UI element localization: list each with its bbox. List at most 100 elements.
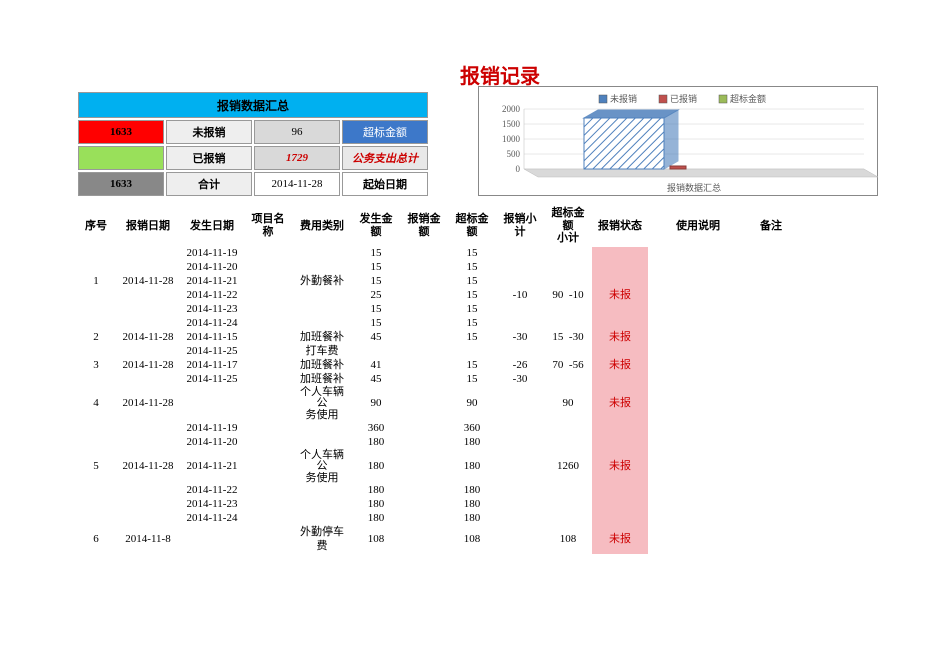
cell-15-3 <box>244 498 292 512</box>
cell-9-6 <box>400 373 448 387</box>
cell-12-2: 2014-11-20 <box>180 436 244 450</box>
summary-cell-2-2: 2014-11-28 <box>254 172 340 196</box>
cell-8-9: 70 -56 <box>544 359 592 373</box>
cell-10-11 <box>648 387 748 422</box>
cell-2-11 <box>648 275 748 289</box>
cell-6-7: 15 <box>448 331 496 345</box>
cell-2-6 <box>400 275 448 289</box>
col-header-2: 发生日期 <box>180 205 244 247</box>
cell-12-9 <box>544 436 592 450</box>
svg-text:超标金额: 超标金额 <box>730 93 766 104</box>
cell-2-12 <box>748 275 794 289</box>
cell-8-10: 未报 <box>592 359 648 373</box>
cell-0-8 <box>496 247 544 261</box>
cell-14-4 <box>292 484 352 498</box>
cell-11-2: 2014-11-19 <box>180 422 244 436</box>
cell-11-7: 360 <box>448 422 496 436</box>
svg-text:0: 0 <box>516 164 521 174</box>
cell-6-9: 15 -30 <box>544 331 592 345</box>
cell-0-6 <box>400 247 448 261</box>
cell-5-0 <box>76 317 116 331</box>
cell-15-9 <box>544 498 592 512</box>
cell-14-10 <box>592 484 648 498</box>
cell-16-6 <box>400 512 448 526</box>
cell-17-2 <box>180 526 244 554</box>
cell-4-4 <box>292 303 352 317</box>
cell-5-2: 2014-11-24 <box>180 317 244 331</box>
cell-13-3 <box>244 450 292 485</box>
cell-0-4 <box>292 247 352 261</box>
cell-5-5: 15 <box>352 317 400 331</box>
cell-15-10 <box>592 498 648 512</box>
cell-4-10 <box>592 303 648 317</box>
cell-11-3 <box>244 422 292 436</box>
cell-5-4 <box>292 317 352 331</box>
cell-7-5 <box>352 345 400 359</box>
cell-3-3 <box>244 289 292 303</box>
cell-15-12 <box>748 498 794 512</box>
cell-10-9: 90 <box>544 387 592 422</box>
cell-17-12 <box>748 526 794 554</box>
svg-text:1500: 1500 <box>502 119 521 129</box>
cell-9-9 <box>544 373 592 387</box>
cell-14-2: 2014-11-22 <box>180 484 244 498</box>
cell-7-6 <box>400 345 448 359</box>
cell-17-1: 2014-11-8 <box>116 526 180 554</box>
cell-5-12 <box>748 317 794 331</box>
summary-cell-0-2: 96 <box>254 120 340 144</box>
cell-14-11 <box>648 484 748 498</box>
cell-13-7: 180 <box>448 450 496 485</box>
cell-10-10: 未报 <box>592 387 648 422</box>
cell-14-8 <box>496 484 544 498</box>
cell-4-8 <box>496 303 544 317</box>
cell-16-3 <box>244 512 292 526</box>
svg-text:未报销: 未报销 <box>610 93 637 104</box>
cell-6-10: 未报 <box>592 331 648 345</box>
cell-2-4: 外勤餐补 <box>292 275 352 289</box>
cell-10-6 <box>400 387 448 422</box>
cell-16-12 <box>748 512 794 526</box>
cell-13-6 <box>400 450 448 485</box>
cell-1-11 <box>648 261 748 275</box>
cell-3-7: 15 <box>448 289 496 303</box>
cell-9-11 <box>648 373 748 387</box>
cell-9-5: 45 <box>352 373 400 387</box>
cell-11-6 <box>400 422 448 436</box>
cell-3-0 <box>76 289 116 303</box>
cell-3-5: 25 <box>352 289 400 303</box>
summary-cell-1-3: 公务支出总计 <box>342 146 428 170</box>
summary-cell-2-1: 合计 <box>166 172 252 196</box>
col-header-5: 发生金额 <box>352 205 400 247</box>
cell-4-2: 2014-11-23 <box>180 303 244 317</box>
cell-9-2: 2014-11-25 <box>180 373 244 387</box>
summary-cell-1-0 <box>78 146 164 170</box>
summary-cell-2-0: 1633 <box>78 172 164 196</box>
cell-12-0 <box>76 436 116 450</box>
cell-8-8: -26 <box>496 359 544 373</box>
cell-0-12 <box>748 247 794 261</box>
cell-16-7: 180 <box>448 512 496 526</box>
cell-8-4: 加班餐补 <box>292 359 352 373</box>
cell-15-2: 2014-11-23 <box>180 498 244 512</box>
cell-15-0 <box>76 498 116 512</box>
cell-17-5: 108 <box>352 526 400 554</box>
cell-7-1 <box>116 345 180 359</box>
cell-3-1 <box>116 289 180 303</box>
cell-14-7: 180 <box>448 484 496 498</box>
col-header-10: 报销状态 <box>592 205 648 247</box>
cell-4-12 <box>748 303 794 317</box>
summary-header: 报销数据汇总 <box>78 92 428 118</box>
svg-text:已报销: 已报销 <box>670 93 697 104</box>
cell-4-1 <box>116 303 180 317</box>
summary-table: 报销数据汇总1633未报销96超标金额已报销1729公务支出总计1633合计20… <box>76 90 430 198</box>
col-header-0: 序号 <box>76 205 116 247</box>
cell-3-4 <box>292 289 352 303</box>
summary-cell-0-3: 超标金额 <box>342 120 428 144</box>
cell-10-2 <box>180 387 244 422</box>
cell-0-5: 15 <box>352 247 400 261</box>
cell-4-5: 15 <box>352 303 400 317</box>
cell-9-12 <box>748 373 794 387</box>
cell-8-1: 2014-11-28 <box>116 359 180 373</box>
cell-6-11 <box>648 331 748 345</box>
cell-0-9 <box>544 247 592 261</box>
